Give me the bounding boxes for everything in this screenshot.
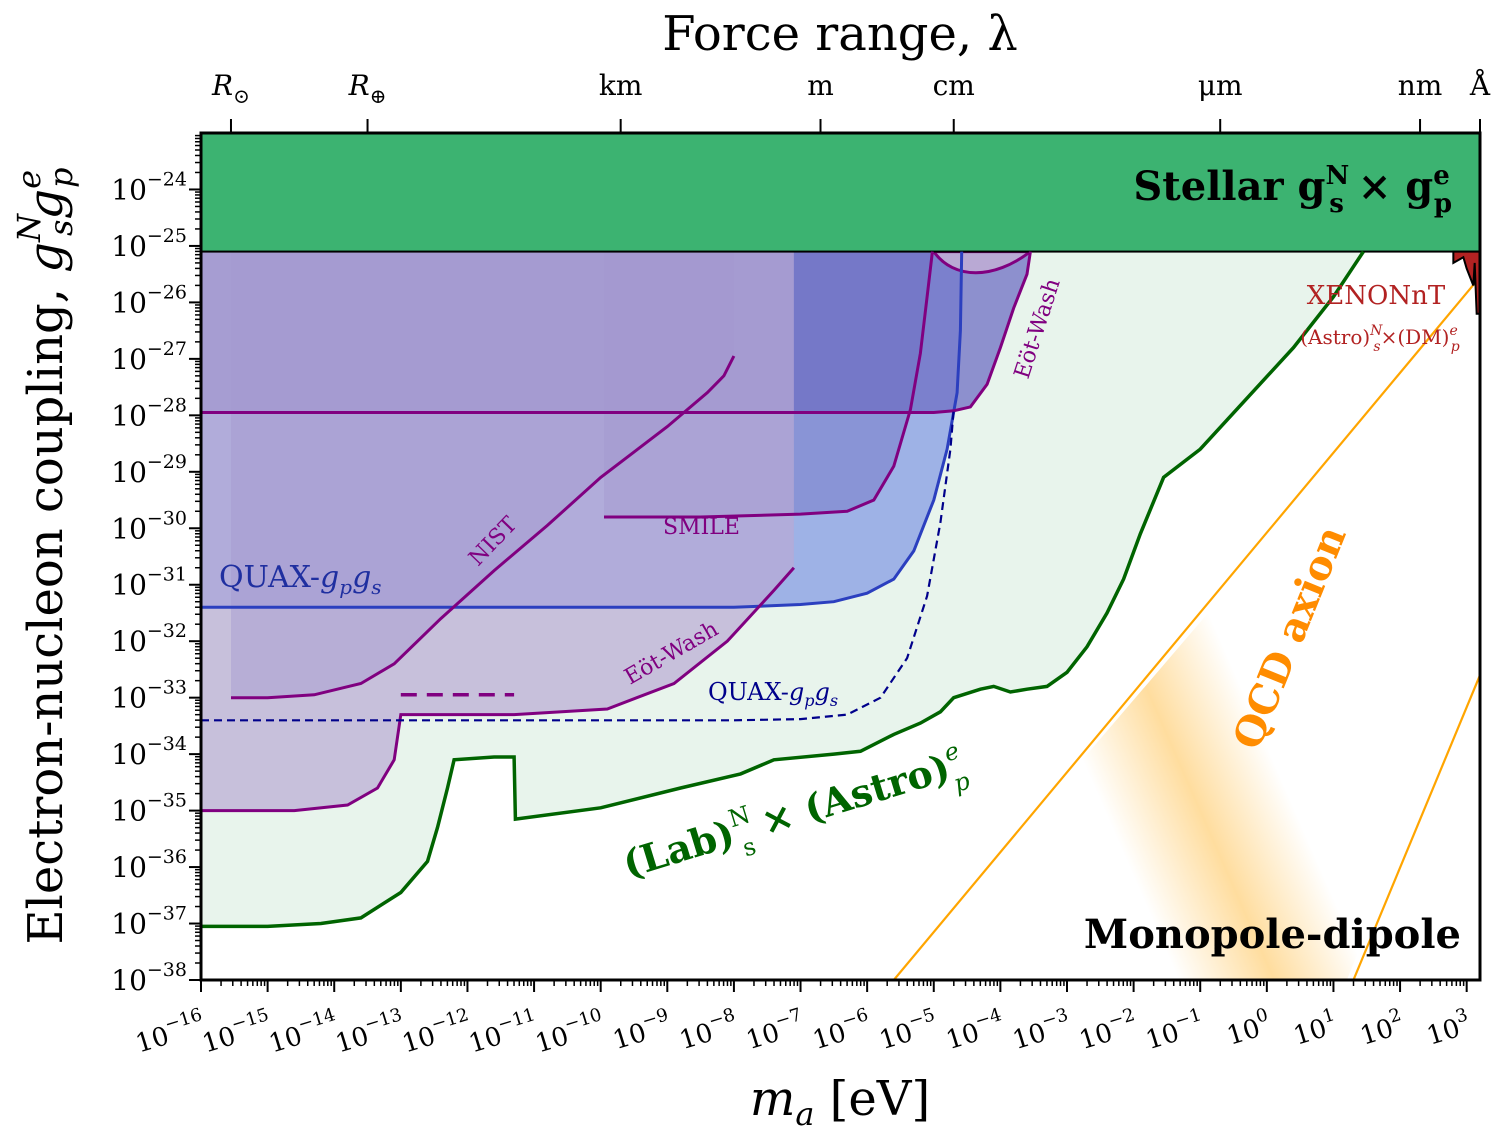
x-tick-label: 10−11	[464, 1004, 543, 1059]
x-tick-label: 10−15	[197, 1004, 276, 1059]
lab-astro-curve	[201, 250, 1365, 929]
y-tick-label: 10−32	[111, 620, 187, 658]
xenon-sublabel: (Astro)N s×(DM)e p	[1300, 323, 1460, 355]
smile-curve	[604, 251, 934, 519]
qcd-line-lower	[1352, 674, 1480, 980]
plot-area	[201, 133, 1480, 980]
smile-label: SMILE	[663, 515, 740, 540]
y-tick-label: 10−24	[111, 168, 187, 206]
corner-label: Monopole-dipole	[1084, 911, 1461, 958]
xenon-label: XENONnT	[1307, 281, 1446, 311]
y-tick-label: 10−37	[111, 903, 187, 941]
qcd-band	[893, 295, 1480, 980]
quax-curve	[201, 251, 964, 609]
y-tick-label: 10−36	[111, 846, 187, 884]
eotwash-lower-curve	[201, 566, 796, 813]
eotwash-upper-curve	[201, 251, 1032, 414]
x-tick-label: 10−12	[397, 1004, 476, 1059]
eotwash-bump	[930, 250, 1035, 275]
y-tick-label: 10−29	[111, 451, 187, 489]
x-axis-label: ma [eV]	[750, 1071, 930, 1133]
nist-curve	[231, 355, 736, 700]
x-tick-label: 10−6	[808, 1004, 876, 1056]
quax-dashed-label: QUAX-gpgs	[708, 678, 838, 710]
x-tick-label: 10−2	[1074, 1004, 1142, 1056]
xenon-fill	[1452, 250, 1480, 315]
top-tick-label: nm	[1398, 69, 1443, 102]
x-tick-label: 10−16	[131, 1004, 210, 1059]
top-tick-label: μm	[1198, 69, 1243, 102]
y-tick-label: 10−31	[111, 564, 187, 602]
top-tick-label: Å	[1469, 69, 1491, 102]
stellar-label: Stellar gN s × ge p	[1133, 161, 1452, 219]
stellar-band	[201, 133, 1480, 253]
x-tick-label: 10−10	[530, 1004, 609, 1059]
top-axis-title: Force range, λ	[662, 6, 1018, 62]
top-tick-label: m	[807, 69, 834, 102]
y-tick-label: 10−28	[111, 394, 187, 432]
x-tick-label: 102	[1355, 1004, 1408, 1051]
x-tick-label: 10−14	[264, 1004, 343, 1059]
x-tick-label: 10−1	[1141, 1004, 1209, 1056]
quax-projection-curve	[201, 409, 955, 722]
y-tick-label: 10−34	[111, 733, 187, 771]
x-tick-label: 10−5	[874, 1004, 942, 1056]
qcd-line-upper	[892, 275, 1480, 980]
x-tick-label: 100	[1222, 1004, 1275, 1051]
eotwash-lower-fill	[201, 251, 794, 811]
y-axis-label: Electron-nucleon coupling, gNsgep	[10, 167, 80, 944]
y-tick-label: 10−33	[111, 677, 187, 715]
y-tick-label: 10−27	[111, 338, 187, 376]
x-tick-label: 10−9	[608, 1004, 676, 1056]
x-tick-label: 10−4	[941, 1004, 1009, 1056]
quax-label: QUAX-gpgs	[219, 560, 382, 599]
y-tick-label: 10−25	[111, 225, 187, 263]
y-tick-label: 10−30	[111, 507, 187, 545]
top-tick-label: R⊕	[348, 69, 387, 108]
x-tick-label: 10−3	[1007, 1004, 1075, 1056]
top-axis-title-text: Force range, λ	[662, 6, 1018, 62]
top-tick-label: km	[599, 69, 643, 102]
x-tick-label: 10−8	[674, 1004, 742, 1056]
x-tick-label: 103	[1422, 1004, 1475, 1051]
x-tick-label: 10−7	[741, 1004, 809, 1056]
y-tick-label: 10−26	[111, 281, 187, 319]
top-tick-label: cm	[933, 69, 975, 102]
y-tick-label: 10−35	[111, 790, 187, 828]
top-tick-label: R⊙	[211, 69, 250, 108]
x-tick-label: 101	[1288, 1004, 1341, 1051]
x-tick-label: 10−13	[330, 1004, 409, 1059]
y-tick-label: 10−38	[111, 959, 187, 997]
